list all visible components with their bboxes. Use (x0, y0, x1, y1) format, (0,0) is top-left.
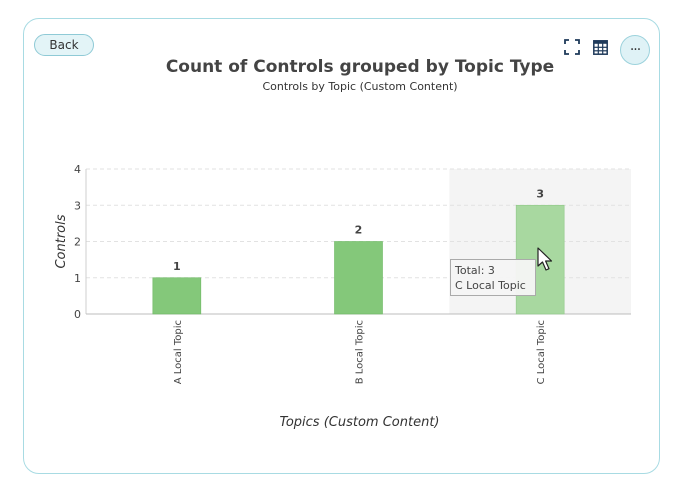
x-axis-title: Topics (Custom Content) (280, 415, 440, 430)
data-label: 1 (173, 260, 181, 273)
data-label: 2 (355, 224, 363, 237)
y-tick-label: 4 (74, 163, 81, 176)
x-tick-label: B Local Topic (355, 320, 366, 384)
y-tick-label: 1 (74, 272, 81, 285)
tooltip-total: Total: 3 (455, 264, 495, 277)
y-axis-title: Controls (54, 214, 69, 268)
mouse-cursor-icon (537, 247, 553, 271)
back-button[interactable]: Back (34, 34, 94, 56)
tooltip-category: C Local Topic (455, 279, 526, 292)
data-label: 3 (536, 187, 544, 200)
chart-tooltip: Total: 3 C Local Topic (450, 259, 536, 296)
chart-title: Count of Controls grouped by Topic Type (165, 57, 555, 77)
chart-subtitle: Controls by Topic (Custom Content) (262, 80, 458, 93)
y-tick-label: 0 (74, 308, 81, 321)
x-tick-label: C Local Topic (536, 320, 547, 384)
more-options-button[interactable]: ··· (620, 35, 650, 65)
table-icon[interactable] (593, 40, 608, 55)
bar (334, 241, 383, 315)
y-tick-label: 2 (74, 236, 81, 249)
fullscreen-icon[interactable] (564, 39, 580, 55)
y-tick-label: 3 (74, 199, 81, 212)
x-tick-label: A Local Topic (173, 320, 184, 384)
bar (152, 277, 202, 315)
